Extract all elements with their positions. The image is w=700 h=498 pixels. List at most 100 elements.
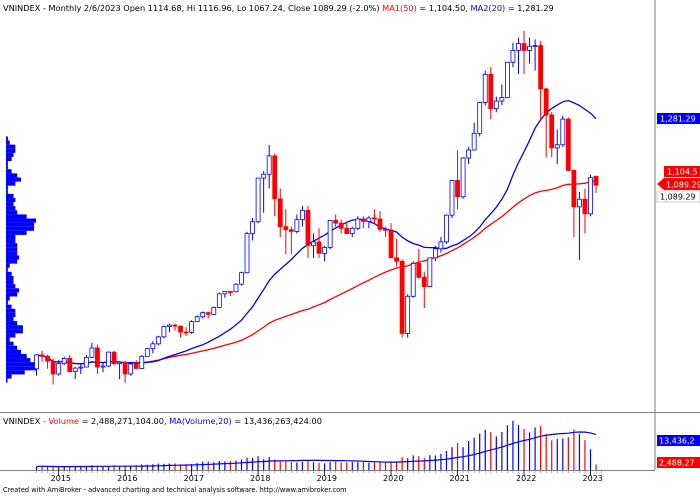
volume-profile-bar bbox=[6, 234, 16, 240]
candle-up bbox=[167, 324, 172, 327]
volume-ma-value: = 13,436,263,424.00 bbox=[232, 416, 322, 426]
header-info: - Monthly 2/6/2023 Open 1114.68, Hi 1116… bbox=[40, 3, 379, 13]
x-axis-ticks: 2015 2016 2017 2018 2019 2020 2021 2022 2023 bbox=[36, 470, 603, 483]
candle-down bbox=[565, 118, 571, 171]
candle-down bbox=[360, 218, 366, 222]
candle-up bbox=[222, 291, 228, 295]
candle-up bbox=[560, 118, 566, 146]
candle-up bbox=[449, 180, 455, 216]
x-tick-label: 2017 bbox=[184, 474, 204, 483]
candle-up bbox=[128, 363, 134, 375]
candle-down bbox=[172, 324, 178, 327]
volume-profile-bar bbox=[6, 259, 18, 264]
volume-profile-bar bbox=[6, 218, 36, 223]
volume-ma-axis-label-text: 13,436,2 bbox=[659, 437, 695, 446]
candle-down bbox=[333, 219, 339, 224]
volume-profile-bar bbox=[6, 202, 14, 207]
candle-down bbox=[571, 170, 577, 208]
volume-axis-label: 2,488,27 bbox=[657, 457, 700, 468]
candle-down bbox=[316, 241, 322, 254]
candle-down bbox=[272, 155, 278, 200]
volume-header: VNINDEX - Volume = 2,488,271,104.00, MA(… bbox=[3, 416, 322, 426]
candle-down bbox=[521, 43, 527, 51]
volume-profile-bar bbox=[6, 251, 18, 256]
volume-profile-bar bbox=[6, 358, 31, 363]
candle-down bbox=[344, 227, 350, 234]
candle-up bbox=[255, 177, 261, 223]
candle-up bbox=[200, 312, 206, 318]
volume-profile-bar bbox=[6, 140, 10, 145]
volume-profile-bar bbox=[6, 292, 18, 297]
volume-profile-bar bbox=[6, 222, 35, 227]
candle-down bbox=[383, 228, 388, 231]
candle-up bbox=[261, 173, 267, 179]
volume-bars bbox=[35, 420, 597, 470]
candle-up bbox=[117, 361, 122, 364]
volume-profile-bar bbox=[6, 325, 23, 330]
candle-up bbox=[471, 132, 477, 151]
candle-up bbox=[161, 326, 167, 338]
candle-up bbox=[194, 316, 200, 323]
candle-up bbox=[294, 219, 300, 232]
candle-up bbox=[366, 217, 372, 222]
volume-profile-bar bbox=[6, 169, 12, 174]
candle-down bbox=[394, 257, 400, 262]
candle-down bbox=[122, 361, 128, 375]
volume-profile-bar bbox=[6, 165, 8, 170]
candle-up bbox=[150, 343, 156, 350]
candle-down bbox=[488, 73, 494, 110]
volume-profile-bar bbox=[6, 226, 35, 231]
x-tick-label: 2020 bbox=[383, 474, 403, 483]
candle-up bbox=[144, 348, 150, 357]
volume-profile-bar bbox=[6, 333, 16, 338]
ma2-axis-label: 1,281.29 bbox=[657, 113, 700, 124]
volume-ma-line bbox=[36, 431, 597, 468]
candle-up bbox=[155, 336, 161, 345]
candle-up bbox=[300, 209, 305, 221]
volume-profile-bar bbox=[6, 353, 27, 359]
candle-up bbox=[532, 45, 538, 47]
candle-up bbox=[61, 357, 67, 364]
candle-down bbox=[205, 312, 211, 315]
volume-profile-bar bbox=[6, 239, 16, 244]
footer-credit: Created with AmiBroker - advanced charti… bbox=[3, 486, 347, 494]
volume-profile-bar bbox=[6, 144, 16, 149]
candle-up bbox=[527, 45, 532, 51]
volume-profile-bar bbox=[6, 378, 8, 383]
candle-up bbox=[438, 241, 444, 250]
chart-header: VNINDEX - Monthly 2/6/2023 Open 1114.68,… bbox=[3, 3, 554, 13]
volume-profile-bar bbox=[6, 366, 36, 371]
candle-up bbox=[106, 351, 111, 367]
candle-down bbox=[538, 45, 544, 90]
price-last-axis-label: 1,089.29 bbox=[656, 190, 700, 203]
volume-profile-bar bbox=[6, 136, 8, 141]
candle-up bbox=[34, 354, 39, 370]
ma2-axis-label-text: 1,281.29 bbox=[660, 115, 696, 124]
volume-profile-bar bbox=[6, 370, 25, 375]
candle-up bbox=[189, 321, 195, 333]
candle-up bbox=[322, 247, 327, 254]
ma2-line bbox=[36, 99, 597, 365]
price-last-axis-label-text: 1,089.29 bbox=[660, 193, 696, 202]
candle-up bbox=[516, 43, 521, 51]
candle-down bbox=[388, 229, 394, 259]
candle-down bbox=[377, 218, 383, 230]
volume-profile-bar bbox=[6, 243, 18, 248]
candle-down bbox=[133, 363, 139, 369]
volume-profile-bar bbox=[6, 156, 12, 162]
candle-up bbox=[588, 177, 593, 215]
candle-down bbox=[338, 222, 344, 229]
candle-up bbox=[410, 262, 416, 297]
volume-profile-bar bbox=[6, 321, 18, 326]
candle-up bbox=[554, 144, 560, 149]
candle-down bbox=[399, 260, 405, 334]
volume-profile-bar bbox=[6, 288, 20, 293]
candle-up bbox=[233, 283, 239, 293]
volume-profile-bar bbox=[6, 206, 16, 211]
ma2-value: = 1,281.29 bbox=[505, 3, 554, 13]
candle-down bbox=[50, 360, 56, 375]
candle-up bbox=[266, 155, 272, 175]
price-high-axis-label: 1,104.5 bbox=[664, 166, 700, 177]
candle-up bbox=[466, 149, 472, 159]
volume-profile-bar bbox=[6, 275, 14, 281]
